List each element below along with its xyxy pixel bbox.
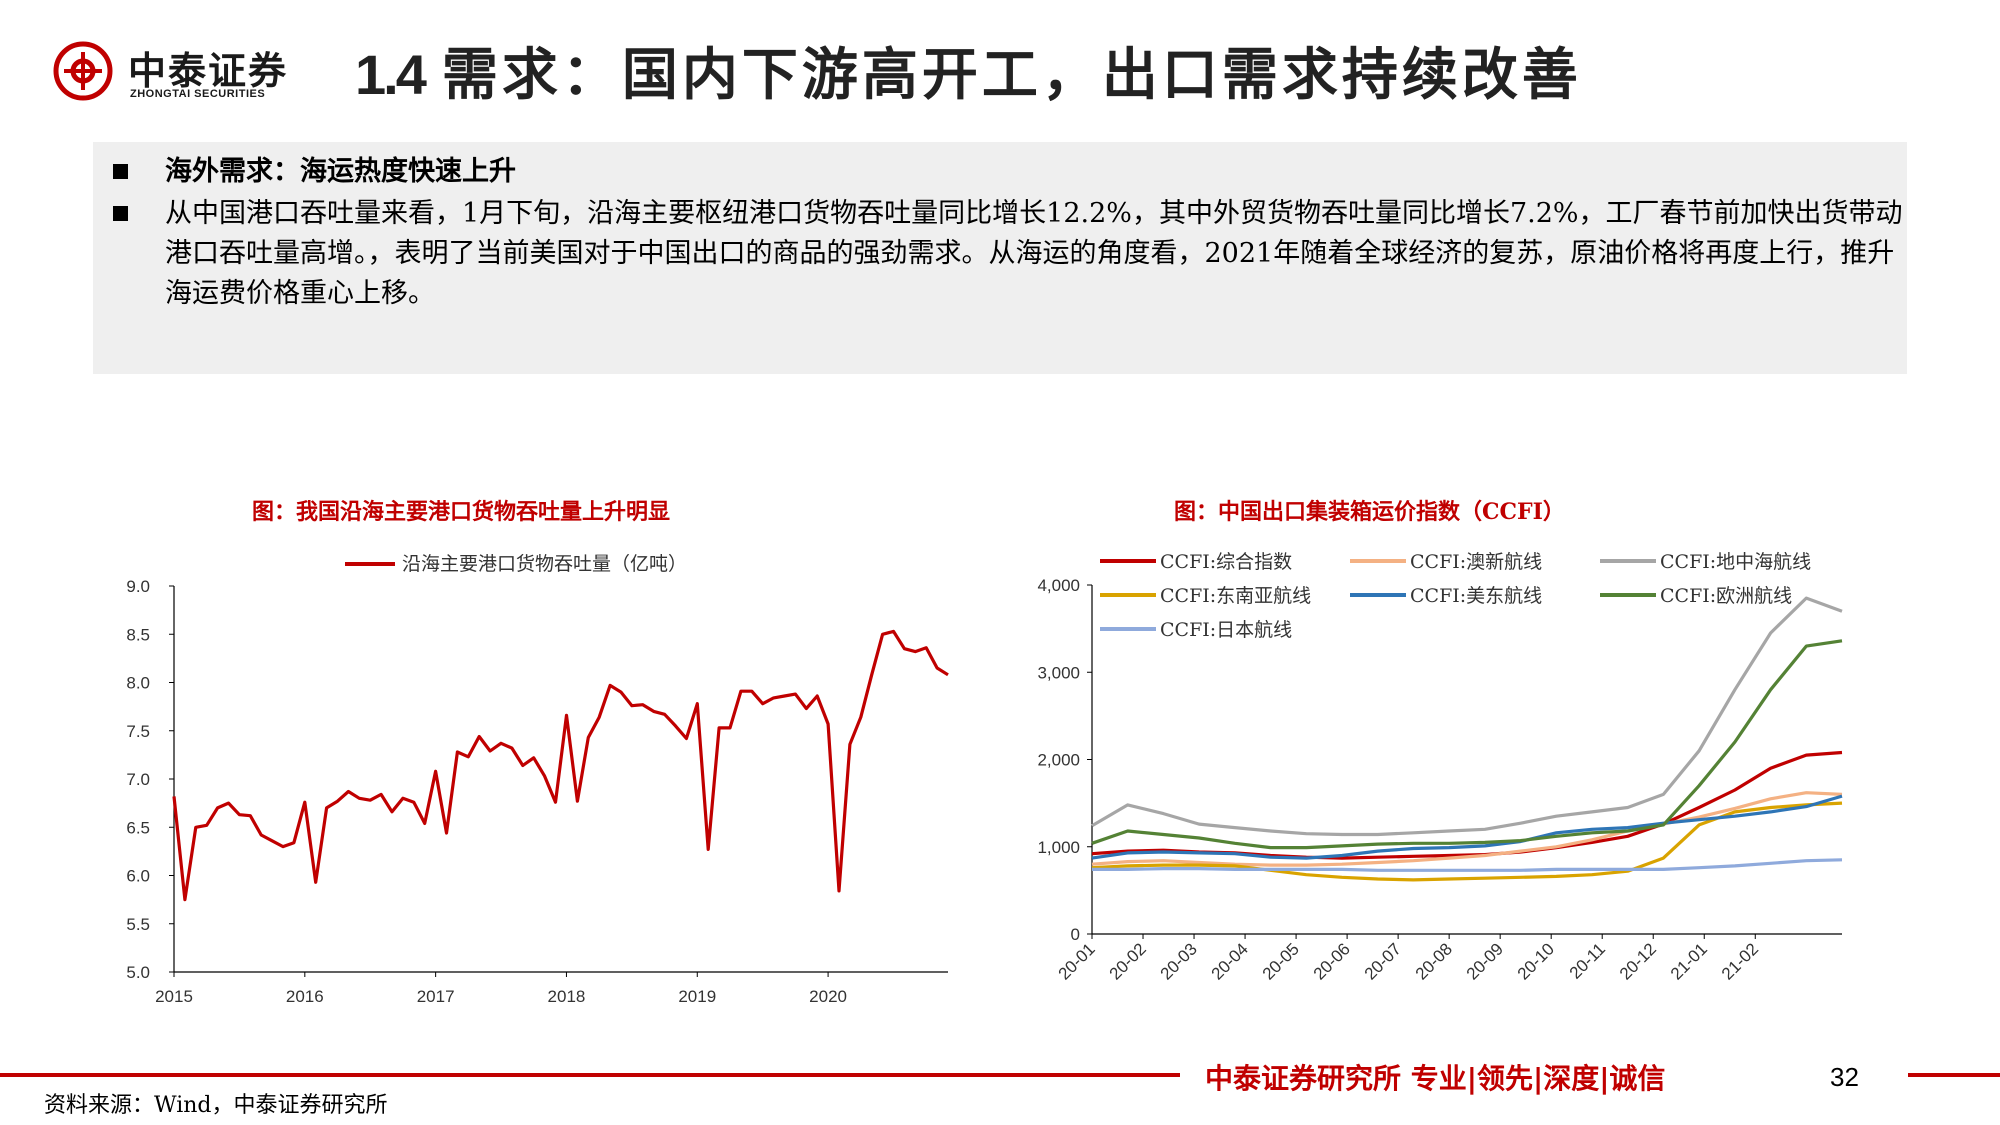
y-tick-label: 2,000 — [1037, 751, 1080, 770]
x-tick-label: 2020 — [809, 987, 847, 1006]
x-tick-label: 2019 — [678, 987, 716, 1006]
y-tick-label: 8.5 — [126, 625, 150, 644]
x-tick-label: 2015 — [155, 987, 193, 1006]
chart-title-ccfi: 图：中国出口集装箱运价指数（CCFI） — [1174, 499, 1565, 525]
legend-label: CCFI:欧洲航线 — [1660, 585, 1792, 607]
x-tick-label: 20-11 — [1566, 939, 1609, 982]
summary-bullet-body: 从中国港口吞吐量来看，1月下旬，沿海主要枢纽港口货物吞吐量同比增长12.2%，其… — [113, 194, 1903, 314]
legend-label: CCFI:日本航线 — [1160, 619, 1292, 641]
series-line-5 — [1091, 639, 1843, 850]
legend-label: CCFI:美东航线 — [1410, 585, 1542, 607]
bullet-square-icon — [113, 206, 128, 221]
y-tick-label: 3,000 — [1037, 663, 1080, 682]
y-tick-label: 9.0 — [126, 577, 150, 596]
x-tick-label: 20-04 — [1208, 939, 1252, 983]
y-tick-label: 1,000 — [1037, 838, 1080, 857]
chart-title-port-throughput: 图：我国沿海主要港口货物吞吐量上升明显 — [252, 499, 671, 525]
zhongtai-logo-icon — [53, 41, 113, 101]
x-tick-label: 21-01 — [1667, 939, 1711, 983]
series-line-6 — [1092, 858, 1843, 872]
summary-body-text: 从中国港口吞吐量来看，1月下旬，沿海主要枢纽港口货物吞吐量同比增长12.2%，其… — [165, 198, 1903, 309]
footer-slogan: 中泰证券研究所 专业|领先|深度|诚信 — [1205, 1062, 1666, 1095]
y-tick-label: 7.0 — [126, 770, 150, 789]
page-title-text: 需求：国内下游高开工，出口需求持续改善 — [441, 42, 1582, 108]
summary-panel: 海外需求：海运热度快速上升 从中国港口吞吐量来看，1月下旬，沿海主要枢纽港口货物… — [93, 142, 1907, 374]
y-tick-label: 5.0 — [126, 963, 150, 982]
legend-label: CCFI:综合指数 — [1160, 551, 1292, 573]
x-tick-label: 20-02 — [1106, 939, 1150, 983]
y-tick-label: 0 — [1071, 925, 1080, 944]
y-tick-label: 6.5 — [126, 818, 150, 837]
logo-chinese-name: 中泰证券 — [128, 49, 289, 93]
legend-label: CCFI:东南亚航线 — [1160, 585, 1311, 607]
y-tick-label: 5.5 — [126, 915, 150, 934]
x-tick-label: 20-01 — [1055, 939, 1099, 983]
x-tick-label: 21-02 — [1718, 939, 1762, 983]
page-title: 1.4 需求：国内下游高开工，出口需求持续改善 — [355, 30, 1582, 111]
company-logo: 中泰证券 ZHONGTAI SECURITIES — [52, 36, 302, 106]
bullet-square-icon — [113, 164, 128, 179]
summary-bullet-heading: 海外需求：海运热度快速上升 — [113, 152, 1903, 192]
x-tick-label: 20-05 — [1259, 939, 1303, 983]
y-tick-label: 4,000 — [1037, 576, 1080, 595]
x-tick-label: 2018 — [548, 987, 586, 1006]
footer-divider-left — [0, 1073, 1180, 1077]
data-source-note: 资料来源：Wind，中泰证券研究所 — [44, 1093, 388, 1118]
page-number: 32 — [1830, 1062, 1859, 1092]
x-tick-label: 20-12 — [1616, 939, 1660, 983]
x-tick-label: 20-06 — [1310, 939, 1354, 983]
series-line-port-throughput — [172, 629, 949, 902]
x-tick-label: 2017 — [417, 987, 455, 1006]
x-tick-label: 20-07 — [1361, 939, 1405, 983]
x-tick-label: 20-08 — [1412, 939, 1456, 983]
legend-label: CCFI:澳新航线 — [1410, 551, 1542, 573]
legend-label: 沿海主要港口货物吞吐量（亿吨） — [402, 553, 687, 575]
y-tick-label: 6.0 — [126, 867, 150, 886]
page-title-number: 1.4 — [355, 43, 427, 106]
legend-label: CCFI:地中海航线 — [1660, 551, 1811, 573]
series-line-1 — [1091, 791, 1843, 867]
logo-english-name: ZHONGTAI SECURITIES — [130, 88, 266, 100]
x-tick-label: 20-09 — [1463, 939, 1507, 983]
y-tick-label: 7.5 — [126, 722, 150, 741]
x-tick-label: 20-10 — [1514, 939, 1558, 983]
x-tick-label: 20-03 — [1157, 939, 1201, 983]
x-tick-label: 2016 — [286, 987, 324, 1006]
series-line-4 — [1091, 794, 1843, 860]
footer-divider-right — [1908, 1073, 2000, 1077]
series-line-2 — [1091, 596, 1843, 837]
summary-heading-text: 海外需求：海运热度快速上升 — [165, 156, 516, 187]
port-throughput-chart: 9.0 8.5 8.0 7.5 7.0 6.5 6.0 5.5 5.0 2015 2016 2017 2… — [126, 553, 949, 1006]
y-tick-label: 8.0 — [126, 674, 150, 693]
